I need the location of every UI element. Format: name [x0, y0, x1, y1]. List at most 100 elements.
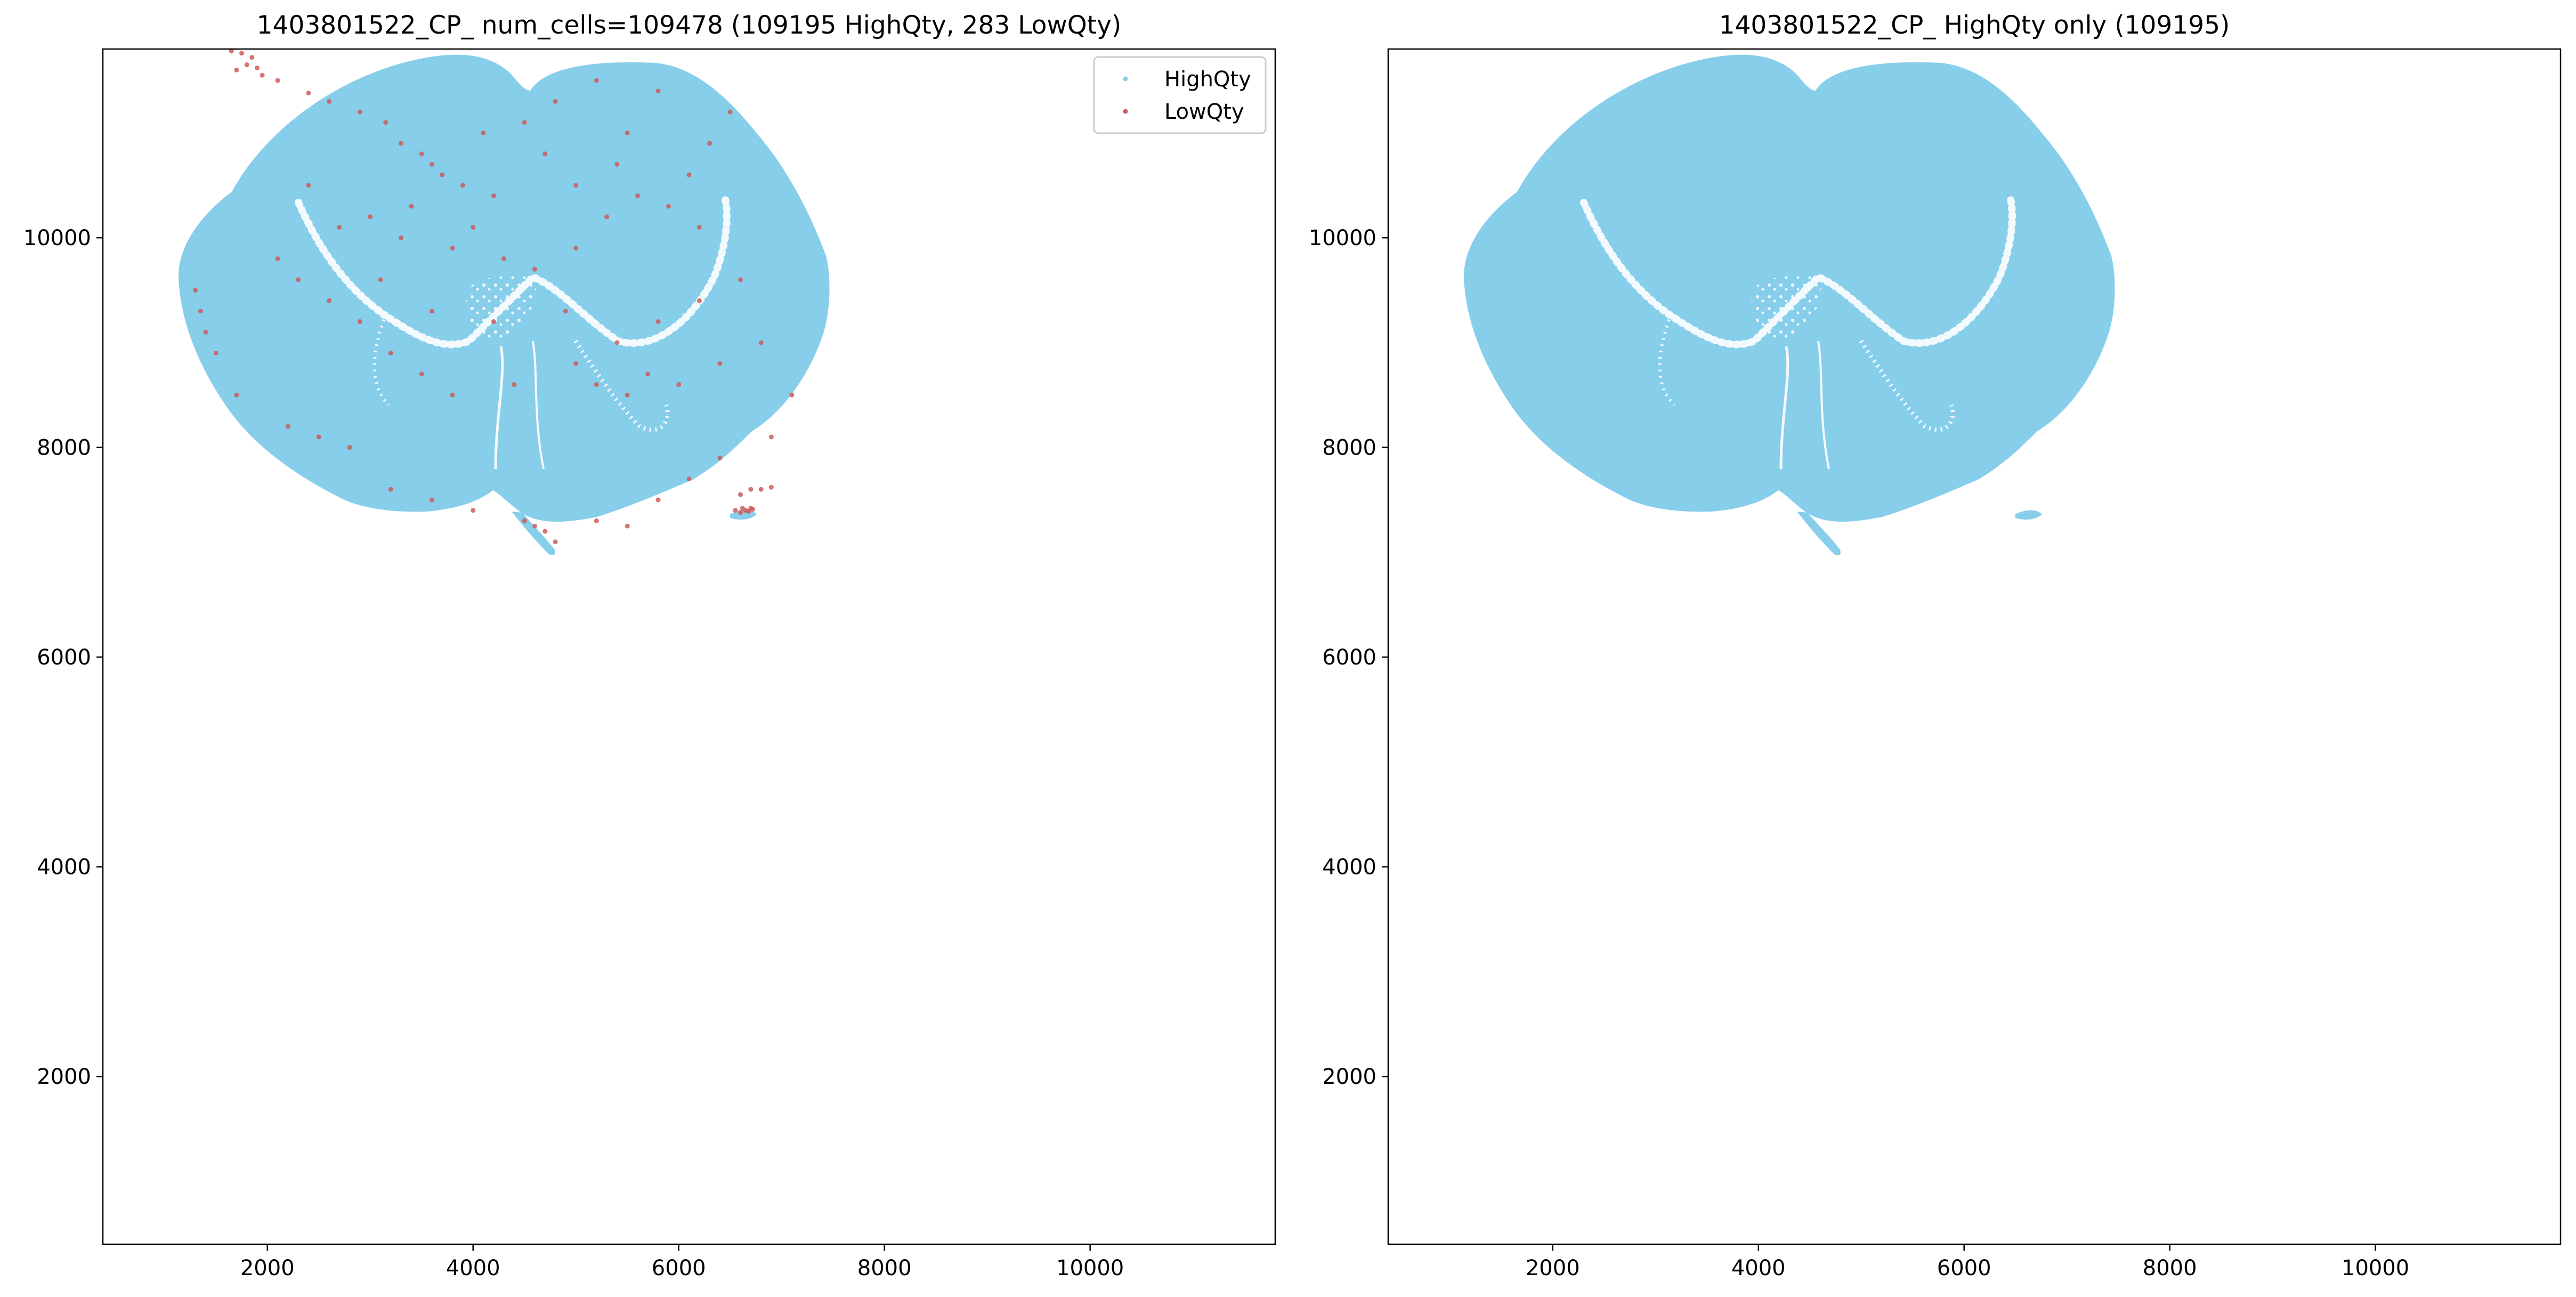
- lowqty-point: [368, 214, 373, 220]
- lowqty-point: [748, 487, 754, 492]
- lowqty-point: [399, 141, 404, 146]
- lowqty-point: [471, 224, 476, 230]
- lowqty-point: [707, 141, 712, 146]
- lowqty-point: [522, 518, 527, 523]
- legend-label-lowqty: LowQty: [1164, 100, 1244, 124]
- lowqty-point: [768, 434, 774, 440]
- lowqty-point: [655, 319, 661, 325]
- x-tick-label: 8000: [2143, 1256, 2197, 1280]
- lowqty-point: [234, 392, 239, 398]
- x-tick-label: 4000: [446, 1256, 500, 1280]
- y-tick-label: 8000: [37, 436, 91, 460]
- lowqty-point: [430, 309, 435, 314]
- lowqty-point: [717, 361, 723, 366]
- lowqty-point: [337, 224, 342, 230]
- x-tick-label: 6000: [1937, 1256, 1991, 1280]
- lowqty-point: [460, 183, 465, 188]
- lowqty-point: [532, 266, 538, 272]
- lowqty-point: [399, 235, 404, 240]
- lowqty-point: [275, 78, 280, 83]
- chart-left: 1403801522_CP_ num_cells=109478 (109195 …: [23, 11, 1276, 1280]
- x-tick-label: 10000: [2342, 1256, 2409, 1280]
- lowqty-point: [655, 497, 661, 502]
- lowqty-point: [388, 351, 393, 356]
- x-tick-label: 2000: [1526, 1256, 1580, 1280]
- lowqty-point: [655, 88, 661, 94]
- lowqty-point: [666, 204, 671, 209]
- x-tick-label: 6000: [652, 1256, 706, 1280]
- lowqty-point: [686, 172, 692, 177]
- x-tick-label: 2000: [240, 1256, 295, 1280]
- y-tick-label: 6000: [1322, 645, 1376, 670]
- lowqty-point: [740, 506, 745, 511]
- x-tick-label: 8000: [857, 1256, 912, 1280]
- lowqty-point: [614, 340, 620, 345]
- lowqty-point: [746, 509, 751, 514]
- lowqty-point: [686, 476, 692, 482]
- chart-right: 1403801522_CP_ HighQty only (109195) 200…: [1309, 11, 2562, 1280]
- chart-right-axes-frame: [1387, 48, 2562, 1245]
- lowqty-point: [430, 497, 435, 502]
- lowqty-point: [383, 120, 388, 125]
- lowqty-point: [388, 487, 393, 492]
- lowqty-point: [604, 214, 610, 220]
- lowqty-point: [717, 455, 723, 460]
- lowqty-point: [645, 371, 651, 377]
- lowqty-point: [193, 288, 198, 293]
- lowqty-point: [203, 329, 208, 335]
- lowqty-point: [614, 161, 620, 167]
- lowqty-point: [254, 65, 260, 70]
- lowqty-point: [676, 382, 682, 387]
- series-highqty-cloud: [178, 54, 830, 555]
- x-tick-label: 10000: [1056, 1256, 1124, 1280]
- lowqty-point: [491, 319, 496, 325]
- lowqty-point: [296, 277, 301, 282]
- lowqty-point: [471, 508, 476, 513]
- x-tick-label: 4000: [1731, 1256, 1786, 1280]
- lowqty-point: [625, 523, 630, 529]
- lowqty-point: [594, 518, 599, 523]
- lowqty-point: [357, 109, 362, 115]
- series-highqty-cloud: [1463, 54, 2115, 555]
- lowqty-point: [285, 424, 290, 429]
- lowqty-point: [553, 539, 558, 545]
- chart-right-x-axis: 2000 4000 6000 8000 10000: [1526, 1244, 2409, 1280]
- lowqty-point: [594, 78, 599, 83]
- lowqty-point: [213, 351, 218, 356]
- lowqty-point: [573, 246, 579, 251]
- y-tick-label: 8000: [1322, 436, 1376, 460]
- tissue-texture: [295, 193, 731, 469]
- lowqty-point: [532, 523, 538, 529]
- lowqty-point: [357, 319, 362, 325]
- lowqty-point: [542, 529, 548, 534]
- lowqty-point: [419, 151, 424, 157]
- lowqty-point: [260, 72, 265, 78]
- lowqty-point: [244, 62, 249, 68]
- lowqty-point: [635, 193, 641, 198]
- lowqty-point: [491, 193, 496, 198]
- lowqty-point: [625, 392, 630, 398]
- lowqty-point: [553, 99, 558, 104]
- lowqty-point: [738, 492, 743, 497]
- lowqty-point: [727, 109, 733, 115]
- y-tick-label: 10000: [23, 226, 91, 250]
- y-tick-label: 4000: [1322, 855, 1376, 880]
- legend-marker-highqty: [1123, 76, 1128, 82]
- lowqty-point: [738, 277, 743, 282]
- lowqty-point: [768, 484, 774, 490]
- legend-label-highqty: HighQty: [1164, 67, 1251, 92]
- chart-left-legend: HighQty LowQty: [1093, 56, 1267, 134]
- lowqty-point: [750, 507, 756, 512]
- lowqty-point: [696, 298, 702, 303]
- lowqty-point: [430, 161, 435, 167]
- lowqty-point: [733, 508, 738, 513]
- lowqty-point: [512, 382, 517, 387]
- chart-right-y-axis: 2000 4000 6000 8000 10000: [1309, 226, 1388, 1089]
- lowqty-point: [563, 309, 568, 314]
- lowqty-point: [378, 277, 383, 282]
- chart-left-y-axis: 2000 4000 6000 8000 10000: [23, 226, 103, 1089]
- tissue-region-tail: [1797, 512, 1841, 555]
- lowqty-point: [306, 91, 311, 96]
- lowqty-point: [481, 130, 486, 135]
